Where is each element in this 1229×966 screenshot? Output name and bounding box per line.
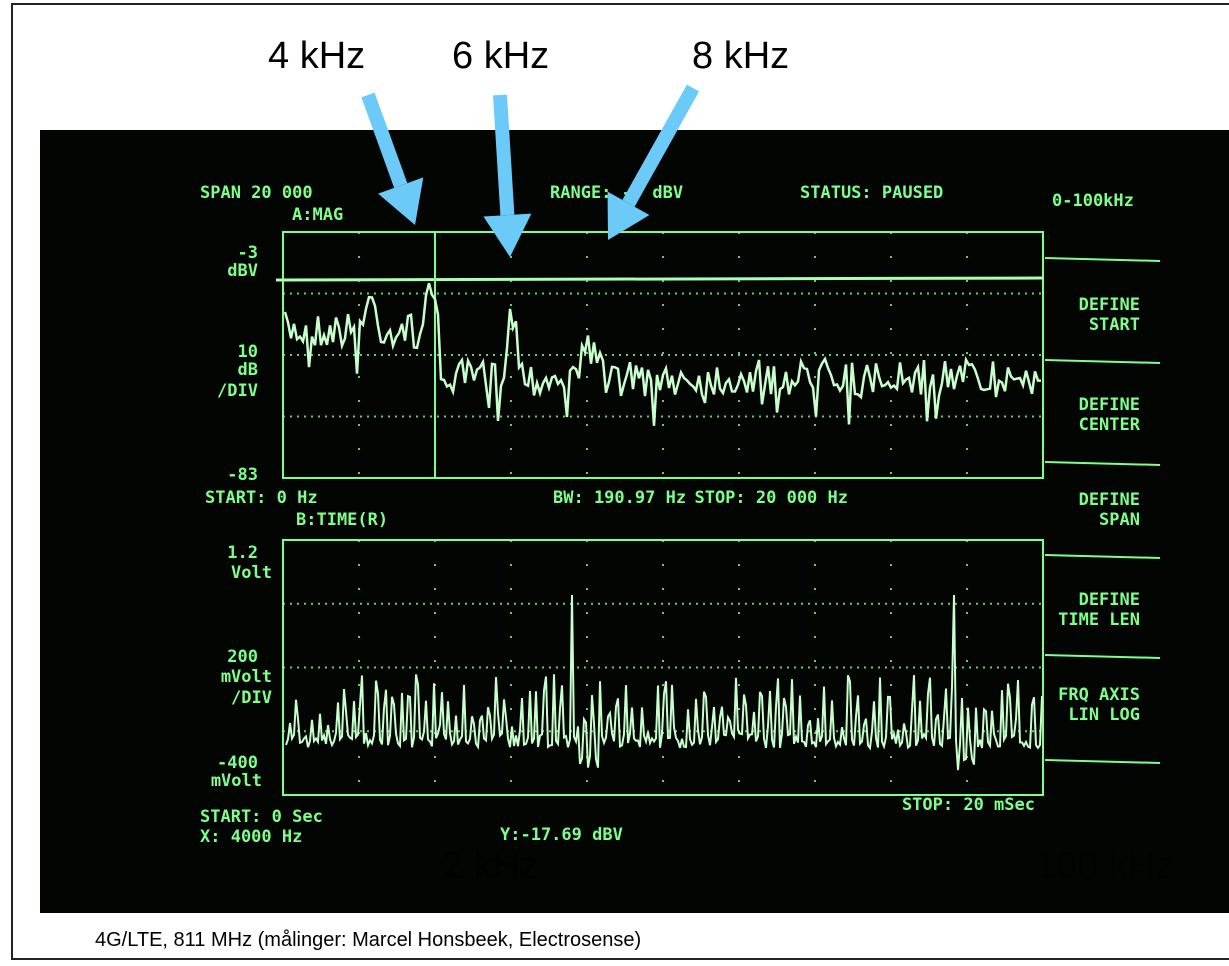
time-trace — [285, 594, 1043, 771]
caption: 4G/LTE, 811 MHz (målinger: Marcel Honsbe… — [95, 929, 641, 951]
arrow-shaft — [361, 92, 408, 188]
screen-text: SPAN 20 000 — [200, 183, 313, 203]
screen-text: -83 — [227, 465, 258, 485]
screen-text: START — [1089, 315, 1140, 335]
screen-text: RANGE: -3 dBV — [550, 183, 683, 203]
screen-text: dB — [238, 360, 258, 380]
screen-text: FRQ AXIS — [1058, 685, 1140, 705]
softkey-divider — [1044, 554, 1161, 559]
annotation: 2 kHz — [442, 845, 539, 887]
screen-text: mVolt — [221, 667, 272, 687]
screen-text: DEFINE — [1079, 395, 1140, 415]
screen-photo — [40, 130, 1229, 913]
annotation: 4 kHz — [268, 35, 365, 77]
screen-text: 0-100kHz — [1052, 191, 1134, 211]
annotation: 8 kHz — [692, 35, 789, 77]
softkey-divider — [1044, 654, 1161, 659]
screen-text: START: 0 Sec — [200, 807, 323, 827]
screen-text: A:MAG — [292, 205, 343, 225]
screen-text: Y:-17.69 dBV — [500, 825, 623, 845]
arrow-head — [483, 213, 532, 257]
range-line — [275, 276, 1044, 282]
screen-text: Volt — [231, 563, 272, 583]
softkey-divider — [1044, 759, 1161, 764]
arrow-shaft — [493, 94, 515, 216]
arrow-head — [378, 177, 424, 225]
screen-text: X: 4000 Hz — [200, 827, 302, 847]
annotation: 100 kHz — [1035, 845, 1174, 887]
softkey-divider — [1044, 257, 1161, 262]
softkey-divider — [1044, 359, 1161, 364]
screen-text: CENTER — [1079, 415, 1141, 435]
screen-text: /DIV — [231, 688, 272, 708]
screen-text: STOP: 20 000 Hz — [694, 488, 848, 508]
screen-text: 200 — [227, 647, 258, 667]
screen-text: B:TIME(R) — [296, 510, 388, 530]
screen-text: STOP: 20 mSec — [902, 795, 1035, 815]
arrow-shaft — [622, 84, 700, 207]
softkey-divider — [1044, 461, 1161, 466]
screen-text: START: 0 Hz — [205, 488, 318, 508]
screen-text: -400 — [217, 753, 258, 773]
screen-text: BW: 190.97 Hz — [553, 488, 686, 508]
screen-text: SPAN — [1099, 510, 1140, 530]
screen-text: STATUS: PAUSED — [800, 183, 943, 203]
screen-text: LIN LOG — [1068, 705, 1140, 725]
screen-text: TIME LEN — [1058, 610, 1140, 630]
screen-text: mVolt — [211, 771, 262, 791]
annotation: 6 kHz — [452, 35, 549, 77]
screen-text: DEFINE — [1079, 590, 1140, 610]
screen-text: 1.2 — [227, 543, 258, 563]
screen-text: dBV — [227, 261, 258, 281]
arrow-head — [607, 191, 650, 240]
screen-text: /DIV — [217, 381, 258, 401]
screen-text: DEFINE — [1079, 490, 1140, 510]
arrows — [361, 84, 700, 257]
screen-text: DEFINE — [1079, 295, 1140, 315]
screen-text: 10 — [238, 342, 258, 362]
screen-text: -3 — [238, 243, 258, 263]
spectrum-trace — [283, 282, 1041, 426]
